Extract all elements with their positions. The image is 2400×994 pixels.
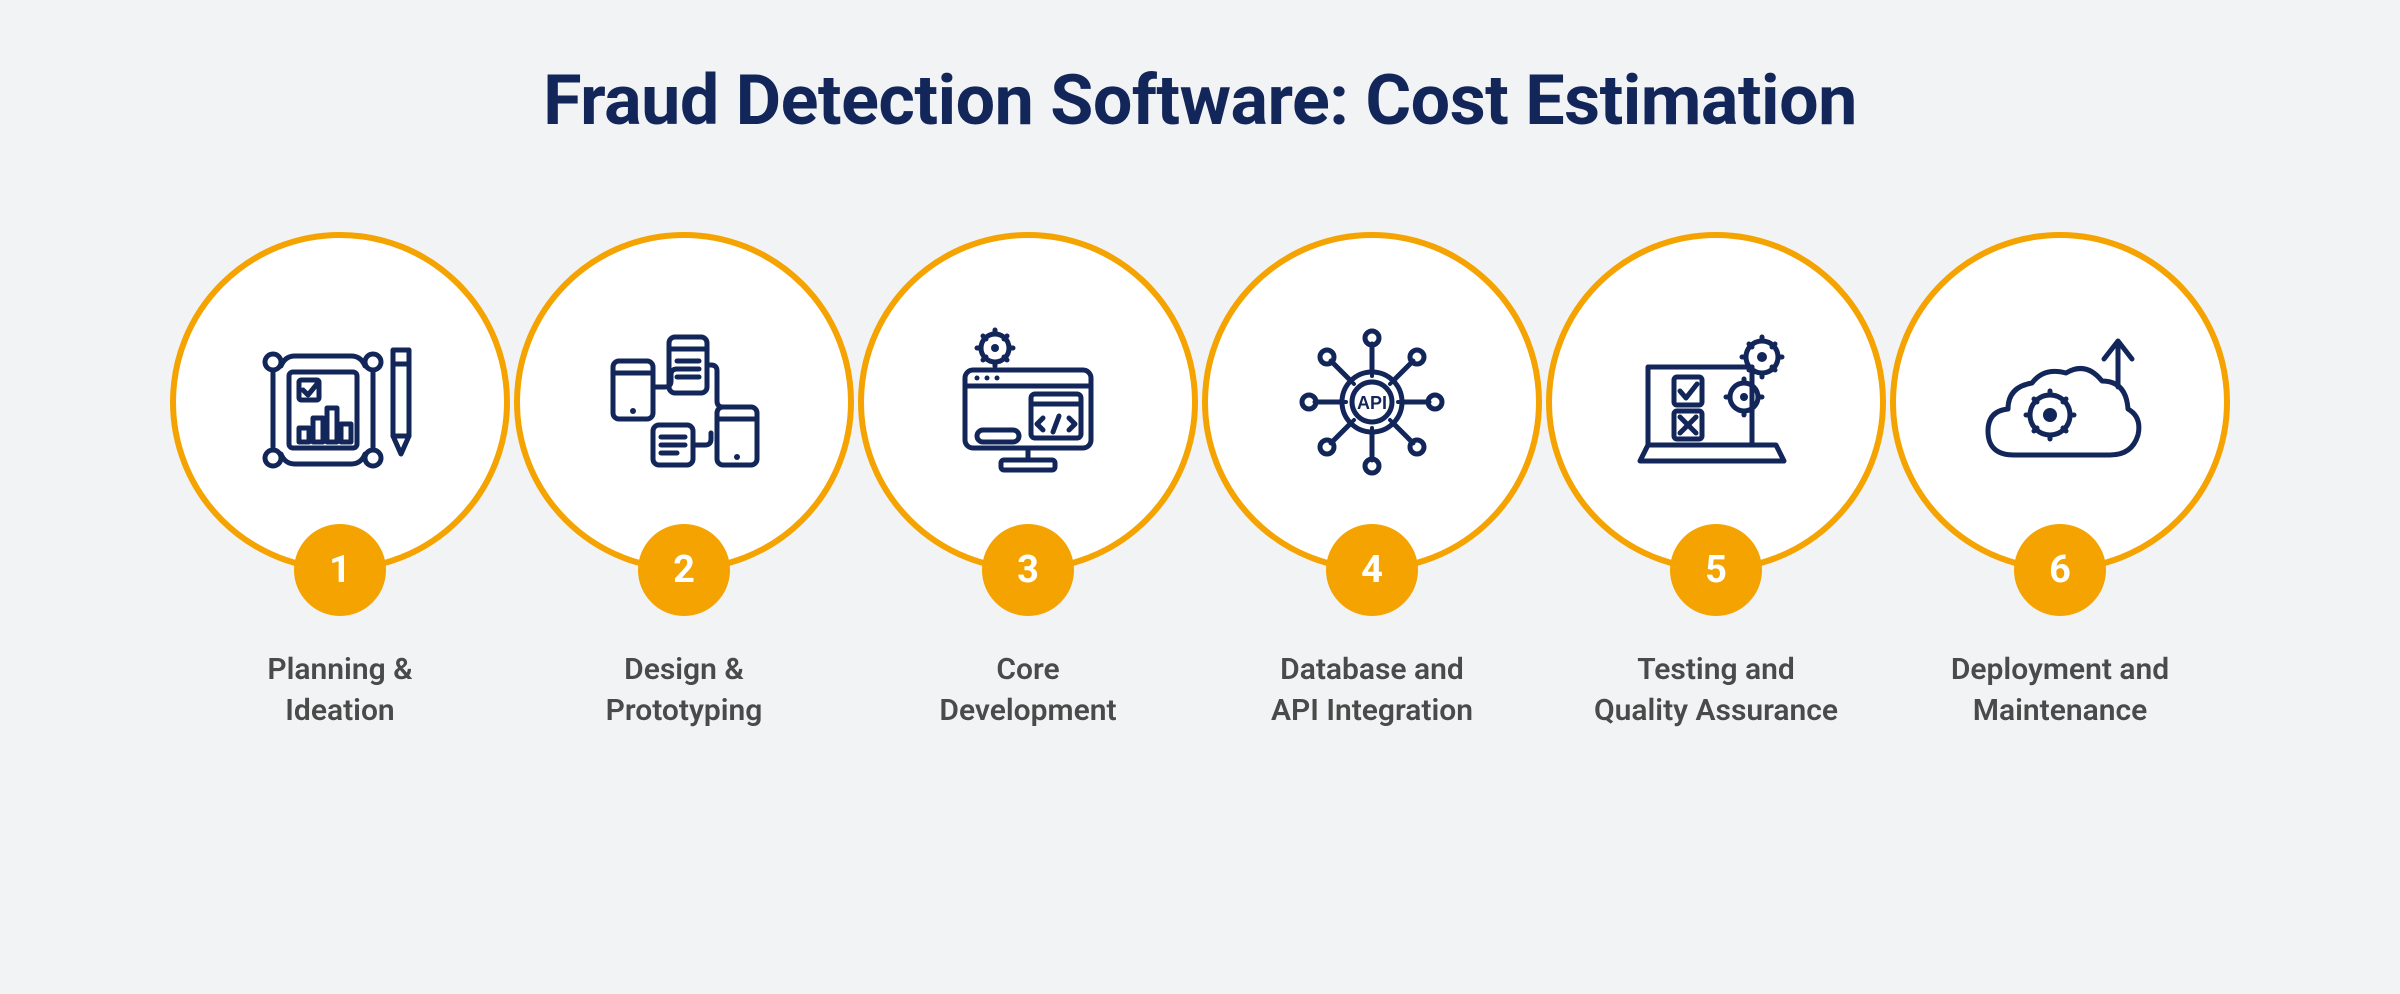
step-5-badge: 5 bbox=[1670, 524, 1762, 616]
step-3-badge: 3 bbox=[982, 524, 1074, 616]
page-title: Fraud Detection Software: Cost Estimatio… bbox=[543, 60, 1857, 142]
step-5-circle-bg bbox=[1546, 232, 1886, 572]
planning-icon bbox=[255, 332, 425, 472]
step-1-circle: 1 bbox=[170, 232, 510, 572]
step-2-circle-bg bbox=[514, 232, 854, 572]
step-6-circle: 6 bbox=[1890, 232, 2230, 572]
step-2-circle: 2 bbox=[514, 232, 854, 572]
step-4-circle-bg: API bbox=[1202, 232, 1542, 572]
step-1-badge: 1 bbox=[294, 524, 386, 616]
step-6-label: Deployment and Maintenance bbox=[1951, 650, 2169, 731]
step-1: 1 Planning & Ideation bbox=[150, 232, 530, 731]
step-3-label: Core Development bbox=[939, 650, 1116, 731]
step-4-circle: API bbox=[1202, 232, 1542, 572]
development-icon bbox=[943, 322, 1113, 482]
step-6-badge: 6 bbox=[2014, 524, 2106, 616]
step-2: 2 Design & Prototyping bbox=[494, 232, 874, 731]
svg-text:API: API bbox=[1357, 393, 1387, 413]
step-4-label: Database and API Integration bbox=[1271, 650, 1473, 731]
step-4: API bbox=[1182, 232, 1562, 731]
step-1-circle-bg bbox=[170, 232, 510, 572]
testing-icon bbox=[1626, 327, 1806, 477]
deployment-icon bbox=[1970, 327, 2150, 477]
step-6-circle-bg bbox=[1890, 232, 2230, 572]
step-5-circle: 5 bbox=[1546, 232, 1886, 572]
api-icon: API bbox=[1287, 322, 1457, 482]
step-2-badge: 2 bbox=[638, 524, 730, 616]
steps-row: 1 Planning & Ideation bbox=[168, 232, 2232, 731]
step-5: 5 Testing and Quality Assurance bbox=[1526, 232, 1906, 731]
step-3-circle-bg bbox=[858, 232, 1198, 572]
step-3-circle: 3 bbox=[858, 232, 1198, 572]
step-5-label: Testing and Quality Assurance bbox=[1594, 650, 1838, 731]
step-4-badge: 4 bbox=[1326, 524, 1418, 616]
step-1-label: Planning & Ideation bbox=[267, 650, 412, 731]
step-3: 3 Core Development bbox=[838, 232, 1218, 731]
step-2-label: Design & Prototyping bbox=[606, 650, 763, 731]
prototyping-icon bbox=[599, 327, 769, 477]
step-6: 6 Deployment and Maintenance bbox=[1870, 232, 2250, 731]
